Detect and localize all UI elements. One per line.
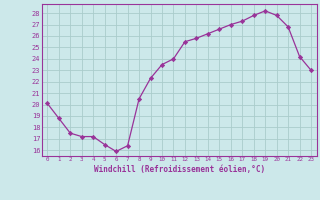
X-axis label: Windchill (Refroidissement éolien,°C): Windchill (Refroidissement éolien,°C) — [94, 165, 265, 174]
